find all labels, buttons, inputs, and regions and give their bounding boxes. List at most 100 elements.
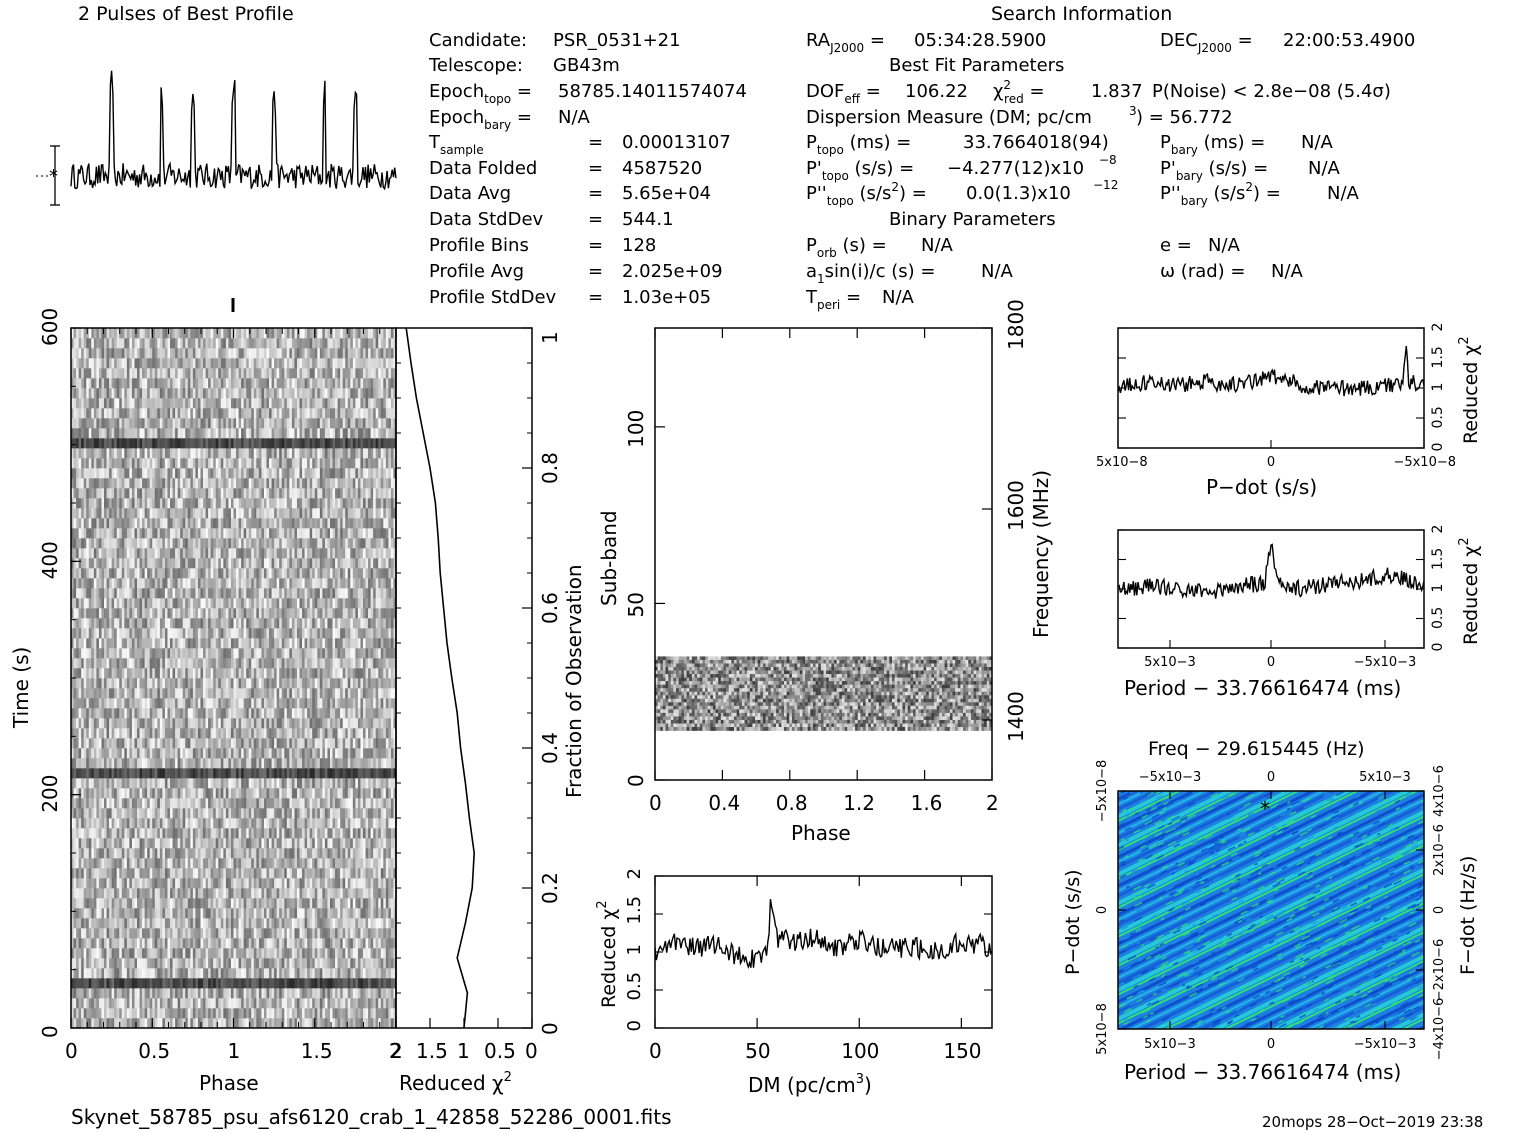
time-phase-cell xyxy=(149,888,153,899)
time-phase-cell xyxy=(104,768,107,779)
time-phase-cell xyxy=(393,808,397,819)
time-phase-cell xyxy=(296,818,300,829)
time-phase-cell xyxy=(314,988,318,999)
time-phase-cell xyxy=(187,948,191,959)
time-phase-cell xyxy=(236,728,239,739)
time-phase-cell xyxy=(281,788,285,799)
time-phase-cell xyxy=(276,658,280,669)
time-phase-cell xyxy=(187,648,191,659)
time-phase-image xyxy=(71,328,397,1029)
p-topo-value: 33.7664018(94) xyxy=(963,132,1109,153)
time-phase-cell xyxy=(73,808,77,819)
time-phase-cell xyxy=(200,798,204,809)
time-phase-cell xyxy=(131,848,135,859)
time-phase-cell xyxy=(256,758,260,769)
time-phase-cell xyxy=(342,968,346,979)
time-phase-cell xyxy=(289,858,293,869)
time-phase-cell xyxy=(335,748,338,759)
time-phase-cell xyxy=(317,888,321,899)
time-phase-cell xyxy=(210,908,214,919)
time-phase-cell xyxy=(195,718,199,729)
time-phase-cell xyxy=(373,658,376,669)
time-phase-cell xyxy=(213,948,217,959)
time-phase-cell xyxy=(322,728,326,739)
time-phase-cell xyxy=(302,908,305,919)
time-phase-cell xyxy=(380,668,384,679)
time-phase-cell xyxy=(365,778,369,789)
time-phase-cell xyxy=(104,748,107,759)
time-phase-cell xyxy=(286,648,290,659)
time-phase-cell xyxy=(302,748,305,759)
time-phase-cell xyxy=(129,928,133,939)
time-phase-cell xyxy=(76,828,79,839)
time-phase-cell xyxy=(281,928,285,939)
time-phase-cell xyxy=(317,938,321,949)
time-phase-cell xyxy=(208,758,211,769)
time-phase-cell xyxy=(185,668,189,679)
time-phase-cell xyxy=(236,768,239,779)
time-phase-cell xyxy=(139,718,143,729)
time-phase-cell xyxy=(332,928,336,939)
time-phase-cell xyxy=(187,868,191,879)
time-phase-cell xyxy=(159,638,163,649)
time-phase-cell xyxy=(106,838,110,849)
time-phase-cell xyxy=(342,768,346,779)
time-phase-cell xyxy=(236,928,239,939)
time-phase-cell xyxy=(373,718,376,729)
time-phase-cell xyxy=(291,958,295,969)
time-phase-cell xyxy=(187,688,191,699)
time-phase-cell xyxy=(142,788,145,799)
time-phase-cell xyxy=(352,768,356,779)
time-phase-cell xyxy=(271,688,275,699)
time-phase-cell xyxy=(220,998,224,1009)
time-phase-cell xyxy=(279,678,283,689)
time-phase-cell xyxy=(248,928,252,939)
time-phase-cell xyxy=(86,878,90,889)
time-phase-cell xyxy=(246,728,250,739)
time-phase-cell xyxy=(304,648,308,659)
time-phase-cell xyxy=(302,918,305,929)
time-phase-cell xyxy=(324,648,328,659)
time-phase-cell xyxy=(312,878,316,889)
time-phase-cell xyxy=(388,728,392,739)
time-phase-cell xyxy=(197,718,201,729)
profile-stddev-label: Profile StdDev xyxy=(429,287,557,308)
time-phase-cell xyxy=(294,948,298,959)
time-phase-cell xyxy=(149,1008,153,1019)
time-phase-cell xyxy=(281,898,285,909)
time-phase-cell xyxy=(124,938,128,949)
time-phase-cell xyxy=(131,958,135,969)
time-phase-cell xyxy=(119,748,123,759)
time-phase-cell xyxy=(276,698,280,709)
pd-bary-label: P'bary (s/s) = xyxy=(1160,158,1268,183)
time-phase-cell xyxy=(139,848,143,859)
time-phase-cell xyxy=(154,718,158,729)
time-phase-cell xyxy=(319,938,323,949)
time-phase-cell xyxy=(281,938,285,949)
time-phase-cell xyxy=(109,658,112,669)
time-phase-cell xyxy=(294,878,298,889)
time-phase-cell xyxy=(192,958,196,969)
time-phase-cell xyxy=(121,718,125,729)
time-phase-cell xyxy=(380,948,384,959)
time-phase-cell xyxy=(243,938,247,949)
time-phase-cell xyxy=(355,988,359,999)
time-phase-cell xyxy=(390,778,394,789)
time-phase-cell xyxy=(236,1008,239,1019)
time-phase-cell xyxy=(319,978,323,989)
time-phase-cell xyxy=(350,978,354,989)
time-phase-cell xyxy=(347,948,351,959)
time-phase-cell xyxy=(390,858,394,869)
time-phase-cell xyxy=(357,658,361,669)
time-phase-cell xyxy=(281,868,285,879)
time-phase-cell xyxy=(149,708,153,719)
time-phase-cell xyxy=(205,1018,209,1029)
time-phase-cell xyxy=(157,988,161,999)
time-phase-cell xyxy=(279,748,283,759)
time-phase-cell xyxy=(205,718,209,729)
time-phase-cell xyxy=(213,1018,217,1029)
time-phase-cell xyxy=(154,1018,158,1029)
time-phase-cell xyxy=(210,728,214,739)
time-phase-cell xyxy=(208,708,211,719)
time-phase-cell xyxy=(276,908,280,919)
